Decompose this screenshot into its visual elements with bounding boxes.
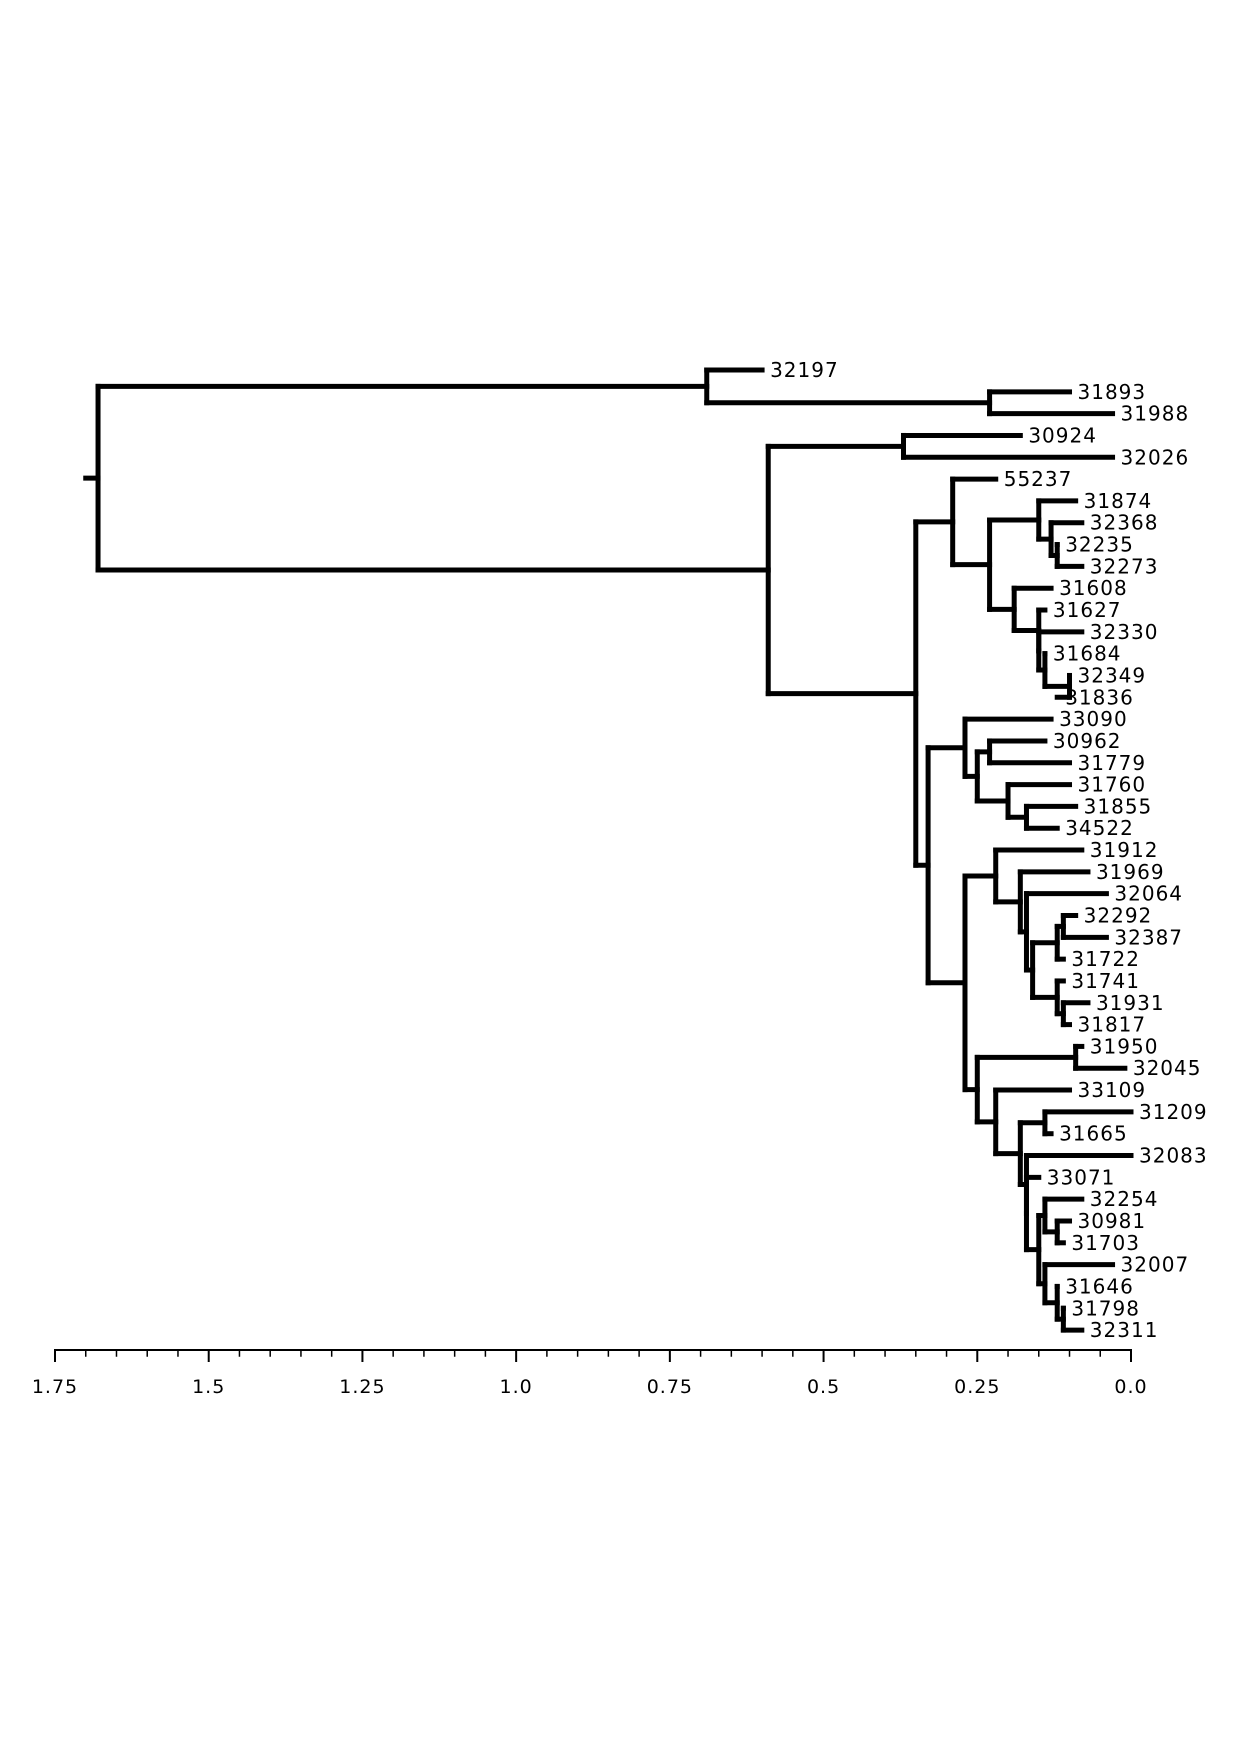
leaf-label-31798: 31798 [1071,1296,1140,1320]
x-tick-label: 1.5 [192,1376,225,1398]
dendrogram-branches [83,367,1134,1333]
leaf-label-33071: 33071 [1047,1165,1116,1189]
leaf-label-32349: 32349 [1078,663,1147,687]
leaf-label-32387: 32387 [1114,925,1183,949]
leaf-label-32026: 32026 [1121,445,1190,469]
leaf-label-32064: 32064 [1114,882,1183,906]
x-axis: 1.75 1.5 1.25 1.0 0.75 0.5 0.25 0.0 [32,1349,1147,1398]
x-tick-label: 0.5 [807,1376,840,1398]
leaf-label-32235: 32235 [1065,533,1134,557]
leaf-label-31627: 31627 [1053,598,1122,622]
leaf-label-31779: 31779 [1078,751,1147,775]
leaf-label-31703: 31703 [1071,1231,1140,1255]
leaf-label-32292: 32292 [1084,904,1153,928]
x-tick-label: 0.0 [1114,1376,1147,1398]
leaf-label-31741: 31741 [1071,969,1140,993]
x-tick-label: 0.25 [954,1376,1000,1398]
leaf-label-32083: 32083 [1139,1144,1208,1168]
leaf-label-32045: 32045 [1133,1056,1202,1080]
leaf-label-31722: 31722 [1071,947,1140,971]
leaf-label-31608: 31608 [1059,576,1128,600]
leaf-label-31855: 31855 [1084,794,1153,818]
leaf-label-34522: 34522 [1065,816,1134,840]
leaf-label-32197: 32197 [770,358,839,382]
x-tick-label: 1.75 [32,1376,78,1398]
leaf-label-31893: 31893 [1078,380,1147,404]
leaf-label-31817: 31817 [1078,1013,1147,1037]
leaf-label-30962: 30962 [1053,729,1122,753]
leaf-label-30981: 30981 [1078,1209,1147,1233]
leaf-label-32254: 32254 [1090,1187,1159,1211]
leaf-label-32330: 32330 [1090,620,1159,644]
leaf-label-33109: 33109 [1078,1078,1147,1102]
x-tick-label: 1.25 [339,1376,385,1398]
leaf-label-32368: 32368 [1090,511,1159,535]
leaf-label-32007: 32007 [1121,1253,1190,1277]
leaf-label-31988: 31988 [1121,402,1190,426]
leaf-label-31874: 31874 [1084,489,1153,513]
x-tick-label: 1.0 [500,1376,533,1398]
x-tick-label: 0.75 [647,1376,693,1398]
leaf-label-32273: 32273 [1090,554,1159,578]
leaf-label-31931: 31931 [1096,991,1165,1015]
leaf-label-31760: 31760 [1078,773,1147,797]
leaf-label-31950: 31950 [1090,1034,1159,1058]
leaf-label-55237: 55237 [1004,467,1073,491]
leaf-label-31836: 31836 [1065,685,1134,709]
leaf-label-31209: 31209 [1139,1100,1208,1124]
leaf-label-31912: 31912 [1090,838,1159,862]
leaf-label-33090: 33090 [1059,707,1128,731]
leaf-label-31969: 31969 [1096,860,1165,884]
leaf-label-31684: 31684 [1053,642,1122,666]
leaf-label-31646: 31646 [1065,1274,1134,1298]
leaf-label-31665: 31665 [1059,1122,1128,1146]
leaf-label-30924: 30924 [1028,423,1097,447]
leaf-label-32311: 32311 [1090,1318,1159,1342]
